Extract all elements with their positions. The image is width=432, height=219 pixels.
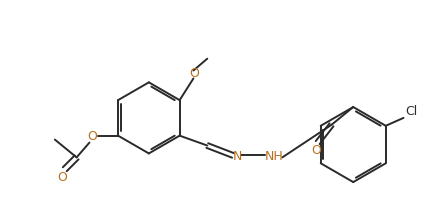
Text: NH: NH [265,150,284,163]
Text: O: O [57,171,67,184]
Text: O: O [87,130,97,143]
Text: Cl: Cl [405,106,417,118]
Text: O: O [190,67,200,80]
Text: N: N [233,150,243,163]
Text: O: O [311,144,321,157]
